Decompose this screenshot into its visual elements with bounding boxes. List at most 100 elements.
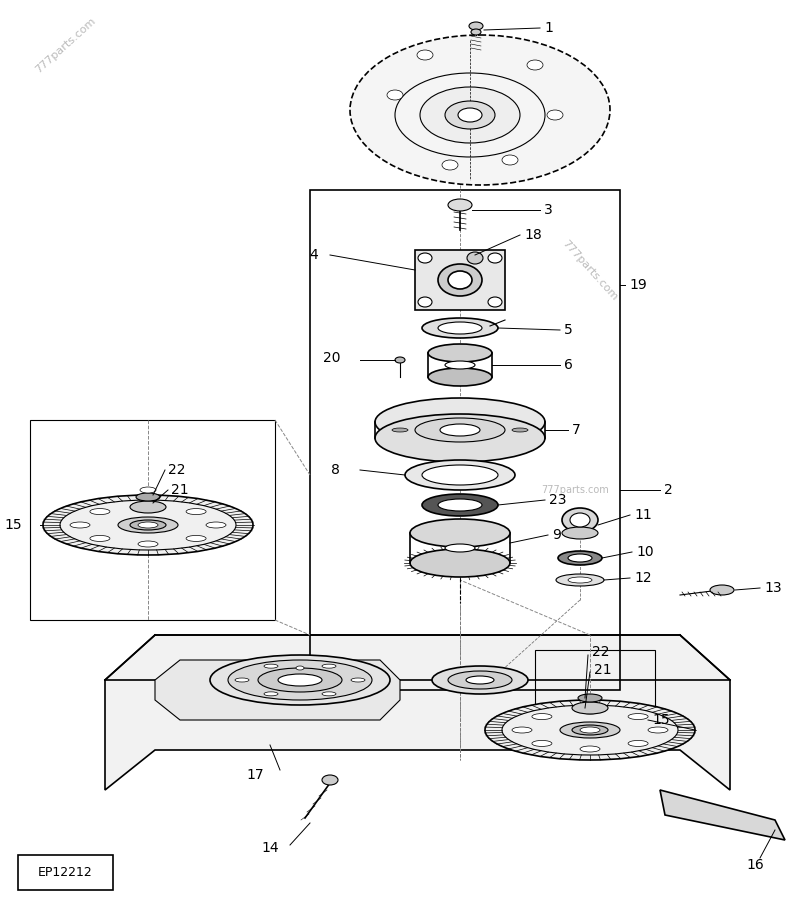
Text: 777parts.com: 777parts.com [560, 238, 620, 302]
Ellipse shape [375, 398, 545, 446]
Text: 15: 15 [4, 518, 22, 532]
Ellipse shape [532, 741, 552, 747]
Ellipse shape [417, 50, 433, 60]
Ellipse shape [648, 727, 668, 733]
Text: 23: 23 [549, 493, 566, 507]
Ellipse shape [264, 664, 278, 668]
Ellipse shape [418, 297, 432, 307]
Ellipse shape [296, 666, 304, 670]
Ellipse shape [206, 522, 226, 528]
Ellipse shape [428, 344, 492, 362]
Text: 2: 2 [664, 483, 673, 497]
Polygon shape [155, 660, 400, 720]
Ellipse shape [422, 465, 498, 485]
Ellipse shape [442, 160, 458, 170]
Text: 8: 8 [331, 463, 340, 477]
Ellipse shape [527, 60, 543, 70]
Ellipse shape [432, 666, 528, 694]
Ellipse shape [392, 428, 408, 432]
Ellipse shape [405, 460, 515, 490]
Ellipse shape [512, 727, 532, 733]
Ellipse shape [136, 493, 160, 501]
Ellipse shape [547, 110, 563, 120]
Bar [535, 650, 655, 730]
Ellipse shape [445, 101, 495, 129]
Ellipse shape [186, 536, 206, 541]
Text: 777parts.com: 777parts.com [33, 15, 97, 75]
Ellipse shape [228, 660, 372, 700]
Ellipse shape [572, 702, 608, 714]
Ellipse shape [130, 501, 166, 513]
Ellipse shape [410, 549, 510, 577]
Bar [310, 190, 620, 690]
Text: 11: 11 [634, 508, 652, 522]
Ellipse shape [469, 22, 483, 30]
Text: 7: 7 [572, 423, 581, 437]
Text: EP12212: EP12212 [38, 866, 92, 879]
Text: 5: 5 [564, 323, 573, 337]
Ellipse shape [445, 361, 475, 369]
Ellipse shape [458, 108, 482, 122]
Ellipse shape [710, 585, 734, 595]
Ellipse shape [556, 574, 604, 586]
Ellipse shape [43, 495, 253, 555]
Bar [30, 420, 275, 620]
Ellipse shape [418, 253, 432, 263]
Ellipse shape [186, 509, 206, 514]
Text: 18: 18 [524, 228, 542, 242]
Text: 22: 22 [168, 463, 186, 477]
Polygon shape [660, 790, 785, 840]
Ellipse shape [264, 692, 278, 695]
Text: 777parts.com: 777parts.com [541, 485, 609, 495]
Ellipse shape [570, 513, 590, 527]
Ellipse shape [118, 517, 178, 533]
Ellipse shape [628, 713, 648, 720]
Bar [18, 855, 113, 890]
Text: 22: 22 [592, 645, 610, 659]
Ellipse shape [448, 199, 472, 211]
Ellipse shape [422, 494, 498, 516]
Text: 21: 21 [594, 663, 612, 677]
Text: 4: 4 [310, 248, 318, 262]
Ellipse shape [375, 414, 545, 462]
Ellipse shape [445, 544, 475, 552]
Text: 9: 9 [552, 528, 561, 542]
Text: 21: 21 [171, 483, 189, 497]
Ellipse shape [580, 727, 600, 733]
Ellipse shape [395, 357, 405, 363]
Ellipse shape [130, 520, 166, 530]
Ellipse shape [410, 519, 510, 547]
Ellipse shape [440, 424, 480, 436]
Ellipse shape [578, 694, 602, 702]
Ellipse shape [210, 655, 390, 705]
Ellipse shape [138, 503, 158, 509]
Ellipse shape [387, 90, 403, 100]
Ellipse shape [580, 708, 600, 714]
Ellipse shape [532, 713, 552, 720]
Ellipse shape [568, 577, 592, 583]
Ellipse shape [485, 700, 695, 760]
Ellipse shape [415, 418, 505, 442]
Text: 3: 3 [544, 203, 553, 217]
Ellipse shape [580, 746, 600, 752]
Ellipse shape [438, 322, 482, 334]
Text: 10: 10 [636, 545, 654, 559]
Ellipse shape [138, 541, 158, 547]
Text: 1: 1 [544, 21, 553, 35]
Ellipse shape [572, 725, 608, 735]
Ellipse shape [258, 668, 342, 692]
Ellipse shape [420, 87, 520, 143]
Ellipse shape [558, 551, 602, 565]
Ellipse shape [466, 676, 494, 684]
Text: 14: 14 [261, 841, 279, 855]
Text: 17: 17 [246, 768, 264, 782]
Ellipse shape [562, 527, 598, 539]
Ellipse shape [448, 271, 472, 289]
Text: 19: 19 [629, 278, 646, 292]
Text: 16: 16 [746, 858, 764, 872]
Ellipse shape [422, 318, 498, 338]
Ellipse shape [488, 253, 502, 263]
Ellipse shape [138, 522, 158, 528]
Ellipse shape [488, 297, 502, 307]
Ellipse shape [90, 509, 110, 514]
